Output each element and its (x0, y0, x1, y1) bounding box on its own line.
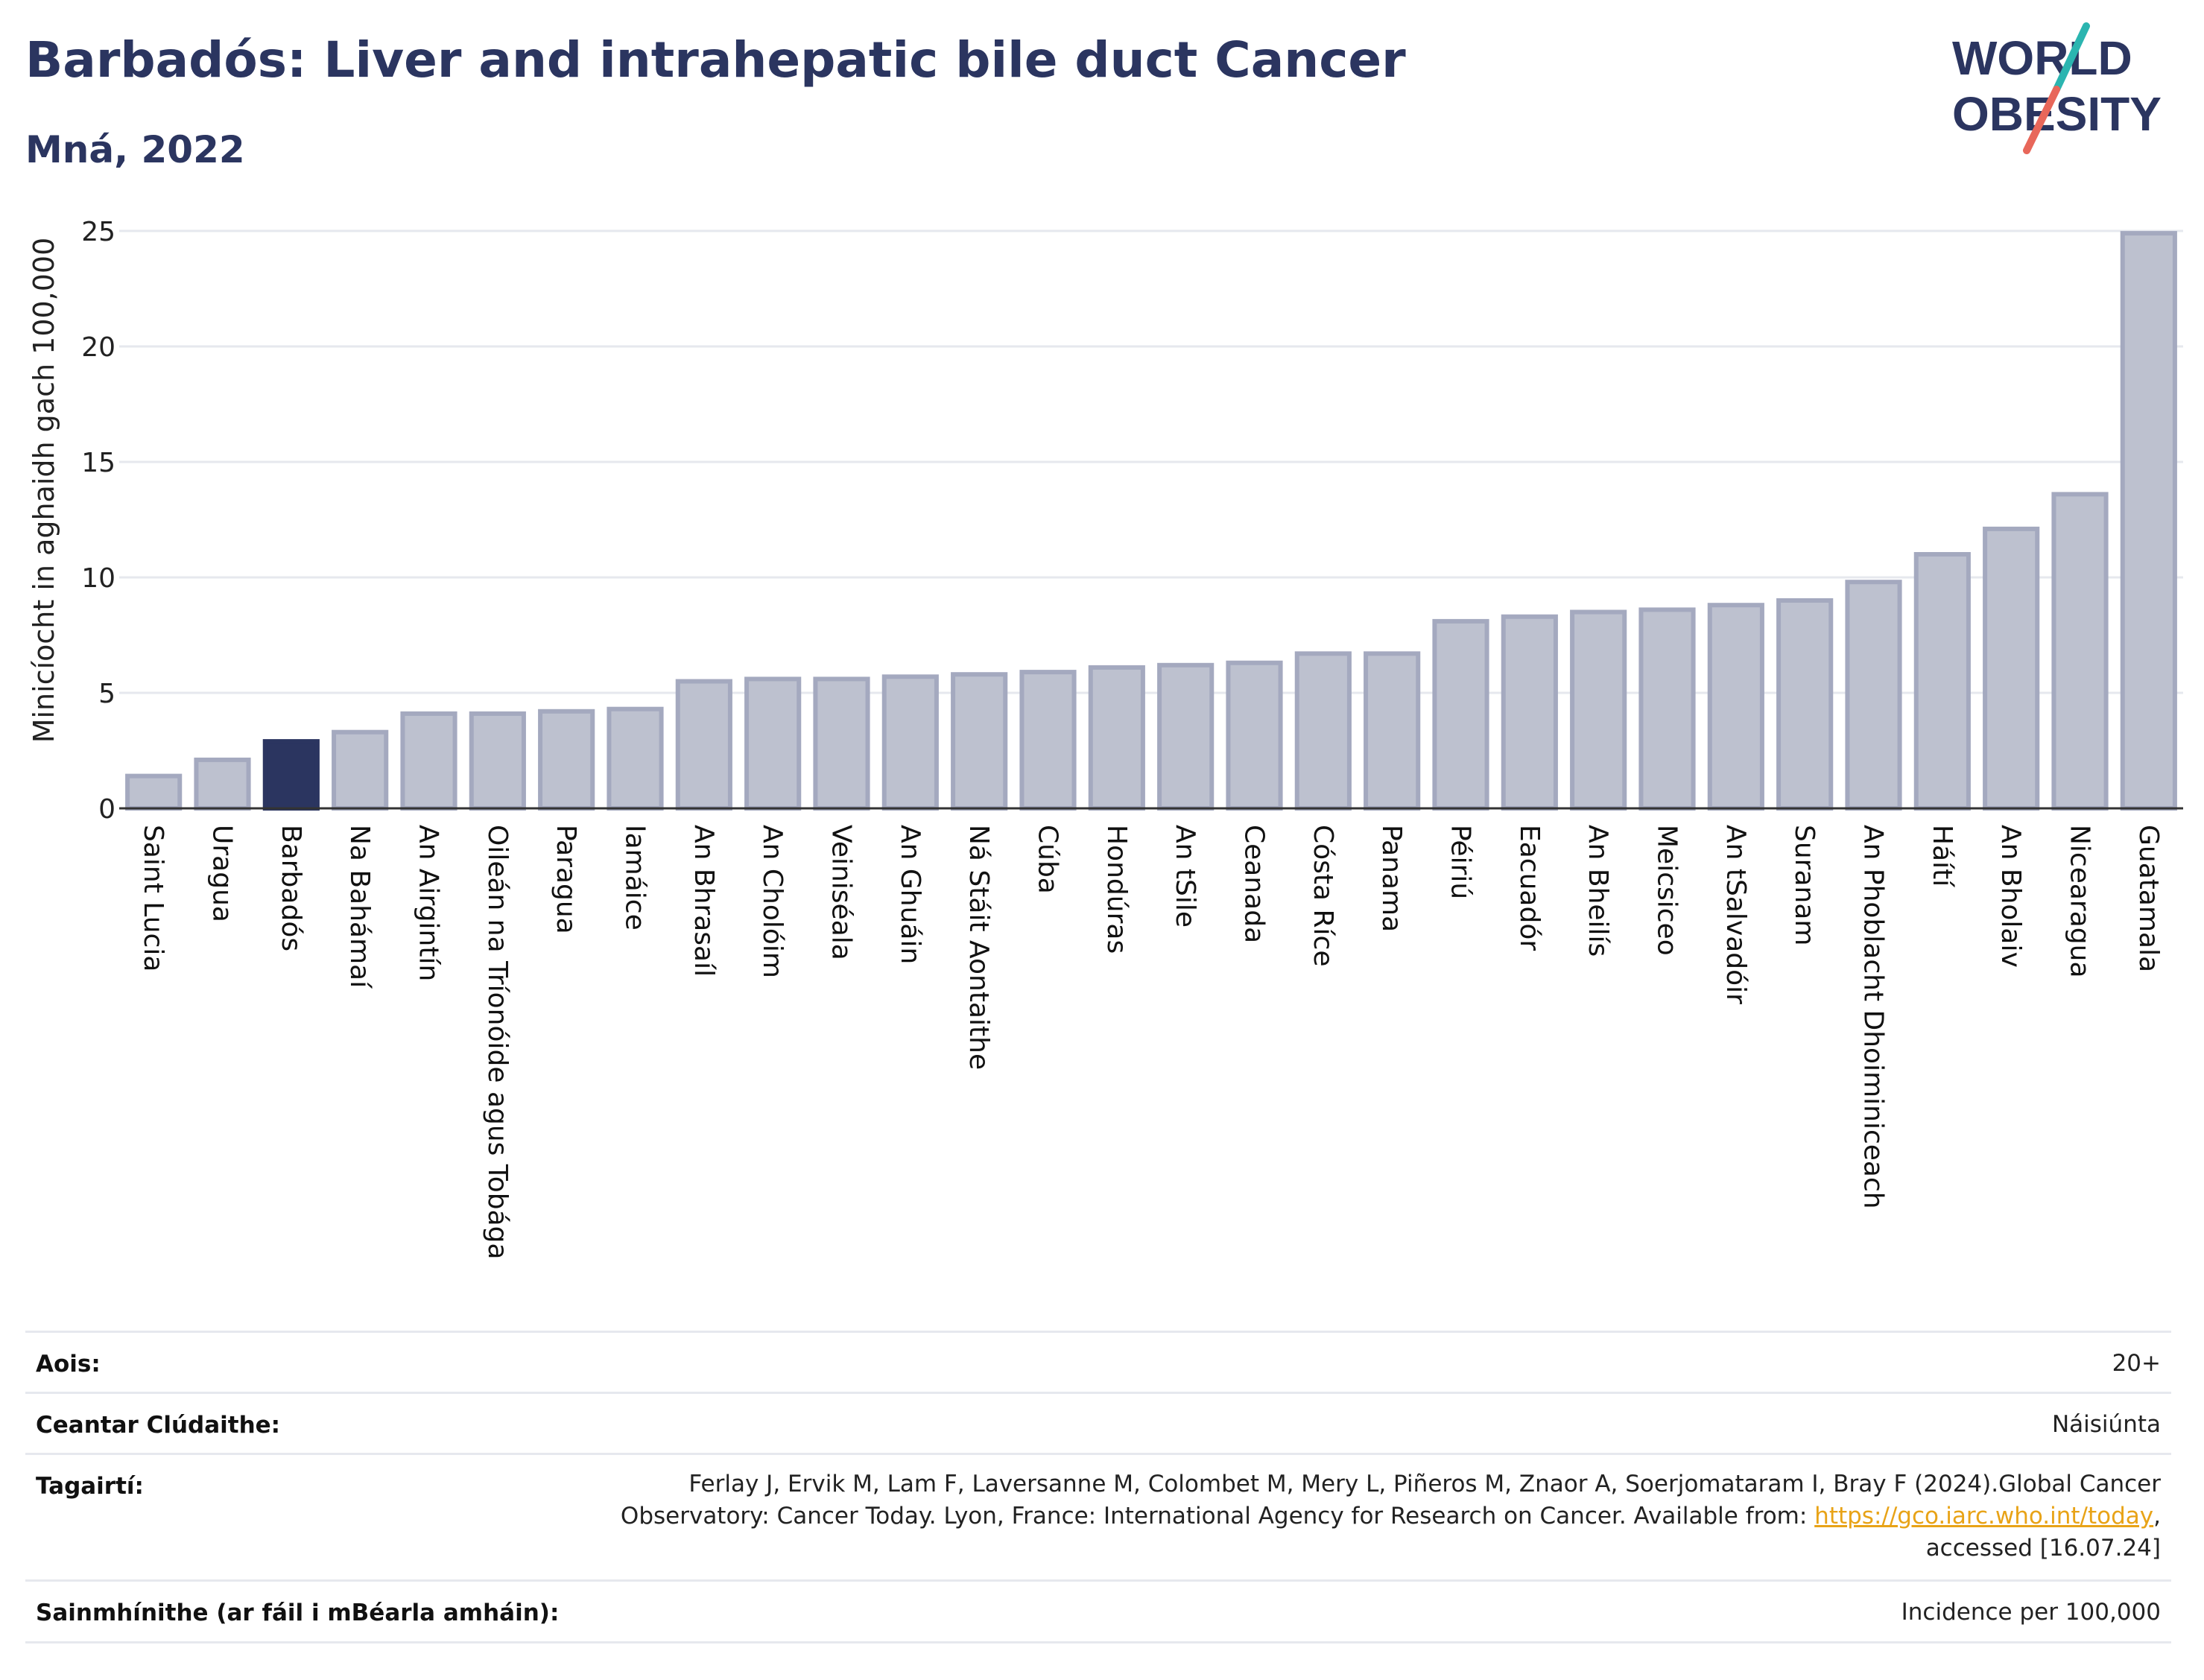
x-tick-label: Hondúras (1101, 825, 1132, 954)
bar (1364, 651, 1421, 811)
bar (125, 773, 183, 811)
x-tick-label: An Airgintín (414, 825, 444, 981)
reference-line-3: accessed [16.07.24] (1925, 1535, 2161, 1562)
bar (1776, 598, 1834, 811)
bar (1845, 580, 1902, 811)
x-tick-label: Saint Lucia (138, 825, 168, 971)
bar (1638, 607, 1696, 811)
footer-area-value: Náisiúnta (2051, 1411, 2161, 1438)
bar (2120, 231, 2177, 811)
footer-area-label: Ceantar Clúdaithe: (36, 1412, 281, 1439)
x-tick-label: Ceanada (1239, 825, 1270, 943)
y-tick-label: 20 (81, 332, 115, 363)
x-tick-label: Cúba (1033, 825, 1063, 894)
bar (1432, 618, 1489, 811)
footer-references-row: Tagairtí: Ferlay J, Ervik M, Lam F, Lave… (25, 1453, 2171, 1580)
x-tick-label: Háítí (1927, 825, 1957, 887)
x-tick-label: Iamáice (620, 825, 650, 931)
x-tick-label: Nicearagua (2065, 825, 2095, 978)
bar (744, 676, 802, 811)
bar (1088, 665, 1145, 811)
bar (1913, 552, 1971, 811)
footer-definitions-label: Sainmhínithe (ar fáil i mBéarla amháin): (36, 1600, 560, 1626)
bar-chart: 0 5 10 15 20 25 Saint Lucia Uragua Barbadós Na Ba… (28, 217, 2183, 1260)
footer-references-value: Ferlay J, Ervik M, Lam F, Laversanne M, … (621, 1468, 2161, 1565)
footer-definitions-row: Sainmhínithe (ar fáil i mBéarla amháin):… (25, 1579, 2171, 1643)
bar (1983, 526, 2040, 811)
bar (400, 711, 457, 811)
footer-age-row: Aois: 20+ (25, 1331, 2171, 1392)
bar (1501, 614, 1558, 811)
y-tick-label: 15 (81, 448, 115, 478)
x-tick-label: An Ghuáin (895, 825, 925, 964)
x-tick-label: An Phoblacht Dhoiminiceach (1858, 825, 1889, 1209)
x-tick-label: Meicsiceo (1652, 825, 1682, 956)
x-tick-label: Guatamala (2133, 825, 2164, 972)
chart-subtitle: Mná, 2022 (25, 128, 245, 171)
x-tick-label: Panama (1376, 825, 1407, 932)
bar (675, 679, 732, 811)
grid-layer (119, 229, 2183, 694)
bar (813, 676, 870, 811)
bar (469, 711, 526, 811)
bar (1707, 603, 1764, 811)
x-tick-label: Paragua (551, 825, 581, 934)
axis-layer: 0 5 10 15 20 25 Saint Lucia Uragua Barbadós Na Ba… (81, 217, 2183, 1260)
logo-slash-bottom (2023, 86, 2060, 154)
bar (1226, 660, 1283, 811)
bar (1019, 670, 1077, 811)
bar-highlighted (262, 739, 320, 811)
chart-title: Barbadós: Liver and intrahepatic bile du… (25, 31, 1406, 89)
footer-definitions-value: Incidence per 100,000 (1901, 1599, 2161, 1626)
x-tick-label: An tSile (1170, 825, 1200, 928)
y-tick-label: 5 (98, 679, 115, 709)
reference-line-2: Observatory: Cancer Today. Lyon, France:… (621, 1500, 2161, 1532)
bar (1157, 662, 1215, 811)
bar (881, 674, 939, 811)
footer-references-label: Tagairtí: (36, 1473, 144, 1500)
x-tick-label: Barbadós (276, 825, 306, 951)
reference-line-2-end: , (2153, 1503, 2161, 1530)
bar (538, 709, 595, 811)
bar (332, 729, 389, 811)
logo-slash-top (2053, 22, 2090, 93)
x-tick-label: Péiriú (1445, 825, 1476, 899)
x-tick-label: Na Bahámaí (344, 825, 375, 989)
reference-line-1: Ferlay J, Ervik M, Lam F, Laversanne M, … (688, 1471, 2161, 1497)
x-tick-label: Eacuadór (1514, 825, 1545, 951)
x-tick-label: An tSalvadóir (1720, 825, 1751, 1004)
footer-age-value: 20+ (2112, 1350, 2161, 1377)
footer-area-row: Ceantar Clúdaithe: Náisiúnta (25, 1392, 2171, 1454)
y-tick-label: 25 (81, 217, 115, 247)
x-tick-label: Ná Stáit Aontaithe (963, 825, 994, 1070)
footer-age-label: Aois: (36, 1351, 101, 1378)
bar (194, 757, 251, 811)
reference-line-2-text: Observatory: Cancer Today. Lyon, France:… (620, 1503, 1815, 1530)
bar (1294, 651, 1352, 811)
x-tick-label: An Bholaiv (1995, 825, 2026, 968)
logo-line1: WORLD (1952, 31, 2132, 85)
x-tick-label: Cósta Ríce (1308, 825, 1338, 967)
x-tick-label: Oileán na Tríonóide agus Tobága (482, 825, 513, 1260)
x-tick-label: Veiniséala (826, 825, 857, 960)
reference-link[interactable]: https://gco.iarc.who.int/today (1814, 1503, 2154, 1530)
world-obesity-logo: WORLD OBESITY (1952, 22, 2162, 154)
bar (951, 672, 1008, 811)
x-tick-label: Uragua (207, 825, 238, 922)
y-axis-label: Minicíocht in aghaidh gach 100,000 (28, 238, 60, 744)
y-tick-label: 10 (81, 563, 115, 594)
bars-layer (125, 231, 2177, 811)
y-tick-label: 0 (98, 794, 115, 825)
bar (607, 706, 664, 811)
bar (1570, 609, 1627, 811)
x-tick-label: An Cholóim (757, 825, 788, 978)
x-tick-label: An Bhrasaíl (688, 825, 719, 977)
bar (2051, 492, 2109, 811)
x-tick-label: Suranam (1789, 825, 1820, 945)
x-tick-label: An Bheilís (1583, 825, 1613, 957)
